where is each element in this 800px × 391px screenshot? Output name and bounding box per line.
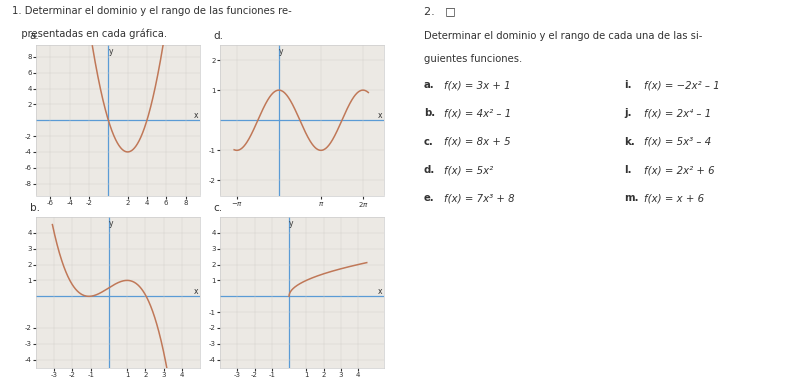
Text: j.: j. bbox=[624, 108, 631, 118]
Text: m.: m. bbox=[624, 193, 638, 203]
Text: f(x) = 2x² + 6: f(x) = 2x² + 6 bbox=[644, 165, 714, 175]
Text: b.: b. bbox=[30, 203, 39, 213]
Text: y: y bbox=[109, 219, 114, 228]
Text: f(x) = 5x³ – 4: f(x) = 5x³ – 4 bbox=[644, 137, 711, 147]
Text: i.: i. bbox=[624, 80, 631, 90]
Text: a.: a. bbox=[30, 31, 39, 41]
Text: x: x bbox=[194, 287, 198, 296]
Text: b.: b. bbox=[424, 108, 435, 118]
Text: f(x) = 3x + 1: f(x) = 3x + 1 bbox=[444, 80, 510, 90]
Text: e.: e. bbox=[424, 193, 434, 203]
Text: x: x bbox=[378, 287, 382, 296]
Text: y: y bbox=[289, 219, 294, 228]
Text: 1. Determinar el dominio y el rango de las funciones re-: 1. Determinar el dominio y el rango de l… bbox=[12, 6, 292, 16]
Text: l.: l. bbox=[624, 165, 631, 175]
Text: f(x) = 5x²: f(x) = 5x² bbox=[444, 165, 493, 175]
Text: f(x) = 7x³ + 8: f(x) = 7x³ + 8 bbox=[444, 193, 514, 203]
Text: d.: d. bbox=[214, 31, 224, 41]
Text: guientes funciones.: guientes funciones. bbox=[424, 54, 522, 64]
Text: c.: c. bbox=[424, 137, 434, 147]
Text: f(x) = 4x² – 1: f(x) = 4x² – 1 bbox=[444, 108, 511, 118]
Text: c.: c. bbox=[214, 203, 222, 213]
Text: f(x) = x + 6: f(x) = x + 6 bbox=[644, 193, 704, 203]
Text: f(x) = 8x + 5: f(x) = 8x + 5 bbox=[444, 137, 510, 147]
Text: d.: d. bbox=[424, 165, 435, 175]
Text: f(x) = 2x⁴ – 1: f(x) = 2x⁴ – 1 bbox=[644, 108, 711, 118]
Text: x: x bbox=[194, 111, 198, 120]
Text: x: x bbox=[378, 111, 382, 120]
Text: a.: a. bbox=[424, 80, 434, 90]
Text: k.: k. bbox=[624, 137, 634, 147]
Text: f(x) = −2x² – 1: f(x) = −2x² – 1 bbox=[644, 80, 720, 90]
Text: y: y bbox=[108, 47, 113, 56]
Text: y: y bbox=[279, 47, 283, 56]
Text: Determinar el dominio y el rango de cada una de las si-: Determinar el dominio y el rango de cada… bbox=[424, 31, 702, 41]
Text: 2.   □: 2. □ bbox=[424, 6, 456, 16]
Text: presentadas en cada gráfica.: presentadas en cada gráfica. bbox=[12, 28, 167, 39]
